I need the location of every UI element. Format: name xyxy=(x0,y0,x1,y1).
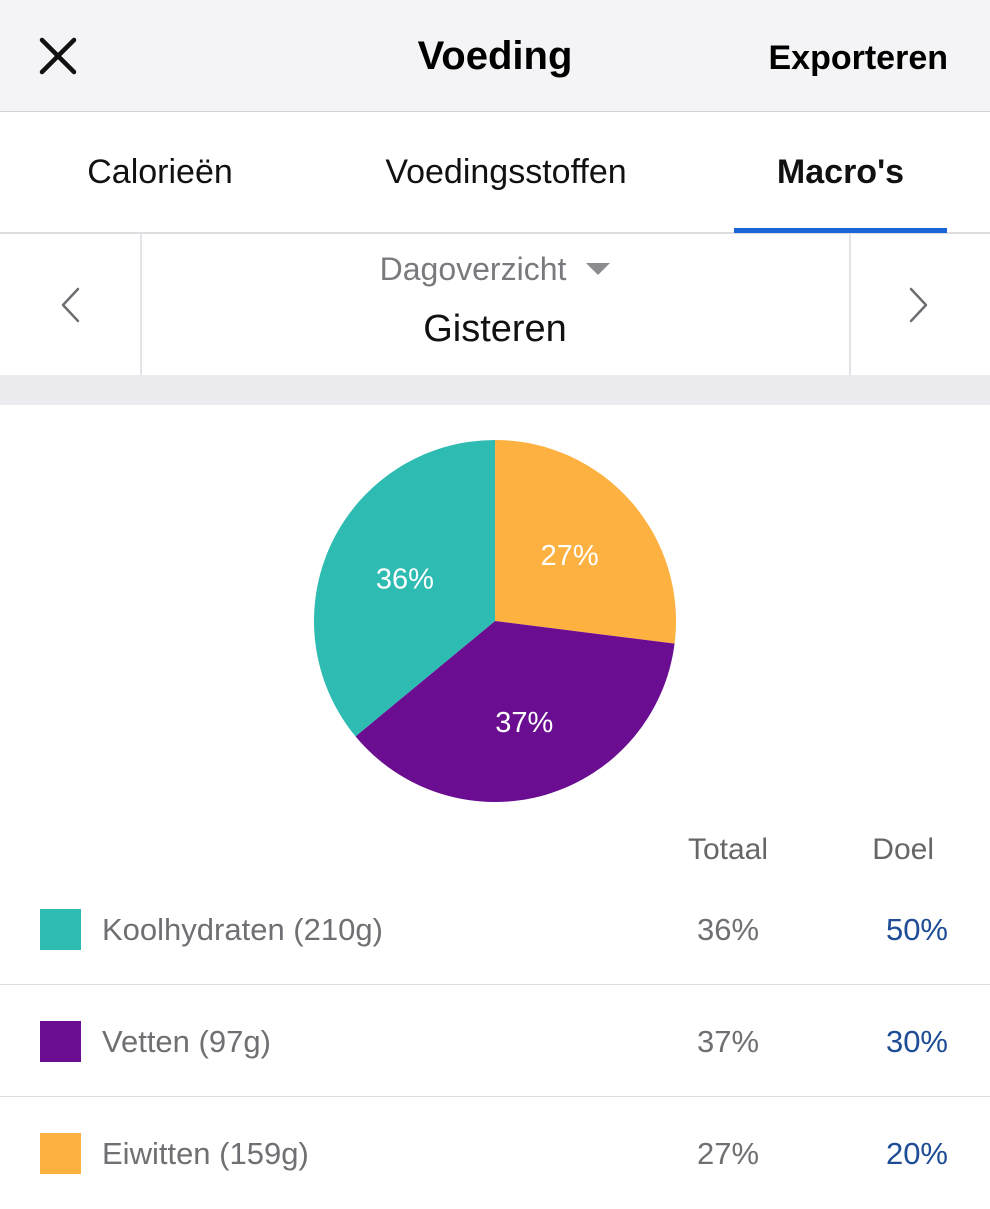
caret-down-icon xyxy=(586,262,611,275)
tab-macros[interactable]: Macro's xyxy=(776,153,905,191)
date-navigator: Dagoverzicht xyxy=(0,234,990,375)
column-header-goal: Doel xyxy=(872,833,934,866)
macro-total: 27% xyxy=(696,1136,760,1171)
fat-color-swatch xyxy=(40,1021,81,1062)
pie-label-koolhydraten: 36% xyxy=(376,564,434,596)
protein-color-swatch xyxy=(40,1133,81,1174)
tab-nutrients[interactable]: Voedingsstoffen xyxy=(385,153,627,191)
period-dropdown-label: Dagoverzicht xyxy=(379,251,567,287)
active-tab-indicator xyxy=(734,228,947,233)
pie-label-vetten: 37% xyxy=(495,707,553,739)
pie-slice-vetten xyxy=(355,621,675,803)
close-button[interactable] xyxy=(36,34,80,78)
macro-label: Koolhydraten (210g) xyxy=(102,912,383,947)
macro-label: Vetten (97g) xyxy=(102,1024,271,1059)
app-header: Voeding Exporteren xyxy=(0,0,990,112)
macro-row-carbs[interactable]: Koolhydraten (210g) 36% 50% xyxy=(0,873,990,985)
macro-pie-chart: 27% 37% 36% xyxy=(310,436,680,806)
macro-label: Eiwitten (159g) xyxy=(102,1136,309,1171)
chevron-left-icon xyxy=(61,287,80,323)
page-title: Voeding xyxy=(417,34,573,78)
macro-row-fat[interactable]: Vetten (97g) 37% 30% xyxy=(0,985,990,1097)
pie-slice-eiwitten xyxy=(495,440,676,644)
column-header-total: Totaal xyxy=(687,833,769,866)
next-day-button[interactable] xyxy=(849,234,990,375)
tab-calories[interactable]: Calorieën xyxy=(87,153,233,191)
macro-row-protein[interactable]: Eiwitten (159g) 27% 20% xyxy=(0,1097,990,1209)
previous-day-button[interactable] xyxy=(0,234,142,375)
macro-goal: 20% xyxy=(885,1136,948,1171)
section-divider xyxy=(0,375,990,405)
macro-total: 37% xyxy=(696,1024,760,1059)
selected-date: Gisteren xyxy=(423,308,567,350)
tab-bar: Calorieën Voedingsstoffen Macro's xyxy=(0,112,990,234)
chevron-right-icon xyxy=(909,287,928,323)
close-icon xyxy=(39,37,77,75)
export-button[interactable]: Exporteren xyxy=(768,39,949,77)
carbs-color-swatch xyxy=(40,909,81,950)
macro-total: 36% xyxy=(696,912,760,947)
period-dropdown[interactable]: Dagoverzicht xyxy=(0,248,990,290)
pie-slice-koolhydraten xyxy=(314,440,495,737)
macro-goal: 50% xyxy=(885,912,948,947)
pie-label-eiwitten: 27% xyxy=(541,540,599,572)
macro-goal: 30% xyxy=(885,1024,948,1059)
